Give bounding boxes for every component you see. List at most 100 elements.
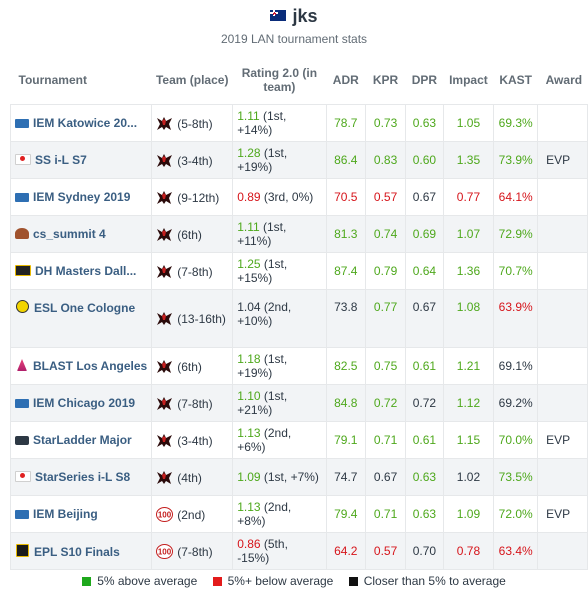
col-rating[interactable]: Rating 2.0 (in team) bbox=[241, 66, 318, 94]
team-logo-renegades-icon bbox=[157, 311, 173, 325]
col-adr[interactable]: ADR bbox=[332, 73, 359, 87]
adr-cell: 79.4 bbox=[325, 495, 366, 533]
impact-cell: 1.02 bbox=[442, 458, 495, 496]
impact-cell: 1.36 bbox=[442, 252, 495, 290]
team-place[interactable]: (9-12th) bbox=[151, 178, 234, 216]
kast-cell: 70.7% bbox=[493, 252, 539, 290]
event-link[interactable]: IEM Sydney 2019 bbox=[9, 178, 153, 216]
event-cs-icon bbox=[15, 228, 29, 239]
col-tournament[interactable]: Tournament bbox=[18, 73, 87, 87]
team-place[interactable]: (4th) bbox=[151, 458, 234, 496]
kpr-cell: 0.73 bbox=[364, 104, 407, 142]
event-link[interactable]: EPL S10 Finals bbox=[9, 532, 153, 570]
green-square-icon bbox=[82, 577, 92, 586]
dpr-cell: 0.60 bbox=[405, 141, 444, 179]
team-logo-renegades-icon bbox=[157, 359, 173, 373]
team-logo-renegades-icon bbox=[157, 396, 173, 410]
impact-cell: 1.05 bbox=[442, 104, 495, 142]
rating-cell: 1.04 (2nd, +10%) bbox=[232, 289, 327, 348]
award-cell bbox=[537, 178, 588, 216]
rating-cell: 1.25 (1st, +15%) bbox=[232, 252, 327, 290]
event-link[interactable]: StarLadder Major bbox=[9, 421, 153, 459]
table-row: ESL One Cologne (13-16th) 1.04 (2nd, +10%)… bbox=[9, 289, 588, 348]
kast-cell: 73.5% bbox=[493, 458, 539, 496]
team-logo-renegades-icon bbox=[157, 470, 173, 484]
event-link[interactable]: IEM Beijing bbox=[9, 495, 153, 533]
event-link[interactable]: ESL One Cologne bbox=[9, 289, 153, 348]
impact-cell: 1.08 bbox=[442, 289, 495, 348]
dpr-cell: 0.64 bbox=[405, 252, 444, 290]
dpr-cell: 0.63 bbox=[405, 458, 444, 496]
rating-cell: 0.89 (3rd, 0%) bbox=[232, 178, 327, 216]
team-place[interactable]: 100 (7-8th) bbox=[151, 532, 234, 570]
rating-cell: 1.11 (1st, +14%) bbox=[232, 104, 327, 142]
team-place[interactable]: (13-16th) bbox=[151, 289, 234, 348]
team-place[interactable]: (6th) bbox=[151, 215, 234, 253]
team-place[interactable]: (5-8th) bbox=[151, 104, 234, 142]
event-link[interactable]: IEM Katowice 20... bbox=[9, 104, 153, 142]
event-link[interactable]: BLAST Los Angeles bbox=[9, 347, 153, 385]
legend: 5% above average 5%+ below average Close… bbox=[0, 574, 588, 588]
kpr-cell: 0.79 bbox=[364, 252, 407, 290]
col-impact[interactable]: Impact bbox=[449, 73, 488, 87]
col-dpr[interactable]: DPR bbox=[411, 73, 438, 87]
col-kast[interactable]: KAST bbox=[499, 73, 532, 87]
kast-cell: 72.9% bbox=[493, 215, 539, 253]
col-kpr[interactable]: KPR bbox=[372, 73, 399, 87]
rating-cell: 1.13 (2nd, +6%) bbox=[232, 421, 327, 459]
adr-cell: 87.4 bbox=[325, 252, 366, 290]
table-row: StarLadder Major (3-4th) 1.13 (2nd, +6%) 79… bbox=[9, 421, 588, 459]
event-epl-icon bbox=[16, 543, 29, 557]
legend-close: Closer than 5% to average bbox=[348, 574, 506, 588]
kpr-cell: 0.67 bbox=[364, 458, 407, 496]
kast-cell: 69.2% bbox=[493, 384, 539, 422]
adr-cell: 79.1 bbox=[325, 421, 366, 459]
table-row: BLAST Los Angeles (6th) 1.18 (1st, +19%) 82… bbox=[9, 347, 588, 385]
impact-cell: 1.07 bbox=[442, 215, 495, 253]
adr-cell: 74.7 bbox=[325, 458, 366, 496]
event-link[interactable]: DH Masters Dall... bbox=[9, 252, 153, 290]
dpr-cell: 0.67 bbox=[405, 289, 444, 348]
kast-cell: 63.9% bbox=[493, 289, 539, 348]
black-square-icon bbox=[348, 577, 358, 586]
kpr-cell: 0.71 bbox=[364, 495, 407, 533]
rating-cell: 1.28 (1st, +19%) bbox=[232, 141, 327, 179]
event-iem-icon bbox=[15, 399, 29, 408]
table-header: Tournament Team (place) Rating 2.0 (in t… bbox=[11, 56, 588, 105]
award-cell bbox=[537, 215, 588, 253]
event-link[interactable]: IEM Chicago 2019 bbox=[9, 384, 153, 422]
event-link[interactable]: cs_summit 4 bbox=[9, 215, 153, 253]
event-link[interactable]: StarSeries i-L S8 bbox=[9, 458, 153, 496]
stats-table: Tournament Team (place) Rating 2.0 (in t… bbox=[9, 56, 588, 570]
adr-cell: 73.8 bbox=[325, 289, 366, 348]
team-place[interactable]: 100 (2nd) bbox=[151, 495, 234, 533]
adr-cell: 64.2 bbox=[325, 532, 366, 570]
legend-above: 5% above average bbox=[82, 574, 197, 588]
dpr-cell: 0.72 bbox=[405, 384, 444, 422]
col-award[interactable]: Award bbox=[545, 73, 583, 87]
kpr-cell: 0.57 bbox=[364, 532, 407, 570]
red-square-icon bbox=[212, 577, 222, 586]
dpr-cell: 0.61 bbox=[405, 421, 444, 459]
team-logo-100thieves-icon: 100 bbox=[156, 543, 174, 559]
table-row: IEM Chicago 2019 (7-8th) 1.10 (1st, +21%) 8… bbox=[9, 384, 588, 422]
kpr-cell: 0.57 bbox=[364, 178, 407, 216]
team-place[interactable]: (3-4th) bbox=[151, 141, 234, 179]
team-place[interactable]: (7-8th) bbox=[151, 252, 234, 290]
rating-cell: 1.11 (1st, +11%) bbox=[232, 215, 327, 253]
adr-cell: 78.7 bbox=[325, 104, 366, 142]
team-place[interactable]: (6th) bbox=[151, 347, 234, 385]
award-cell bbox=[537, 458, 588, 496]
team-place[interactable]: (3-4th) bbox=[151, 421, 234, 459]
col-team[interactable]: Team (place) bbox=[155, 73, 229, 87]
adr-cell: 86.4 bbox=[325, 141, 366, 179]
award-cell bbox=[537, 252, 588, 290]
team-place[interactable]: (7-8th) bbox=[151, 384, 234, 422]
table-row: DH Masters Dall... (7-8th) 1.25 (1st, +15%… bbox=[9, 252, 588, 290]
event-link[interactable]: SS i-L S7 bbox=[9, 141, 153, 179]
impact-cell: 1.09 bbox=[442, 495, 495, 533]
player-title: jks bbox=[0, 6, 588, 27]
adr-cell: 82.5 bbox=[325, 347, 366, 385]
event-sl-icon bbox=[15, 436, 29, 445]
adr-cell: 81.3 bbox=[325, 215, 366, 253]
